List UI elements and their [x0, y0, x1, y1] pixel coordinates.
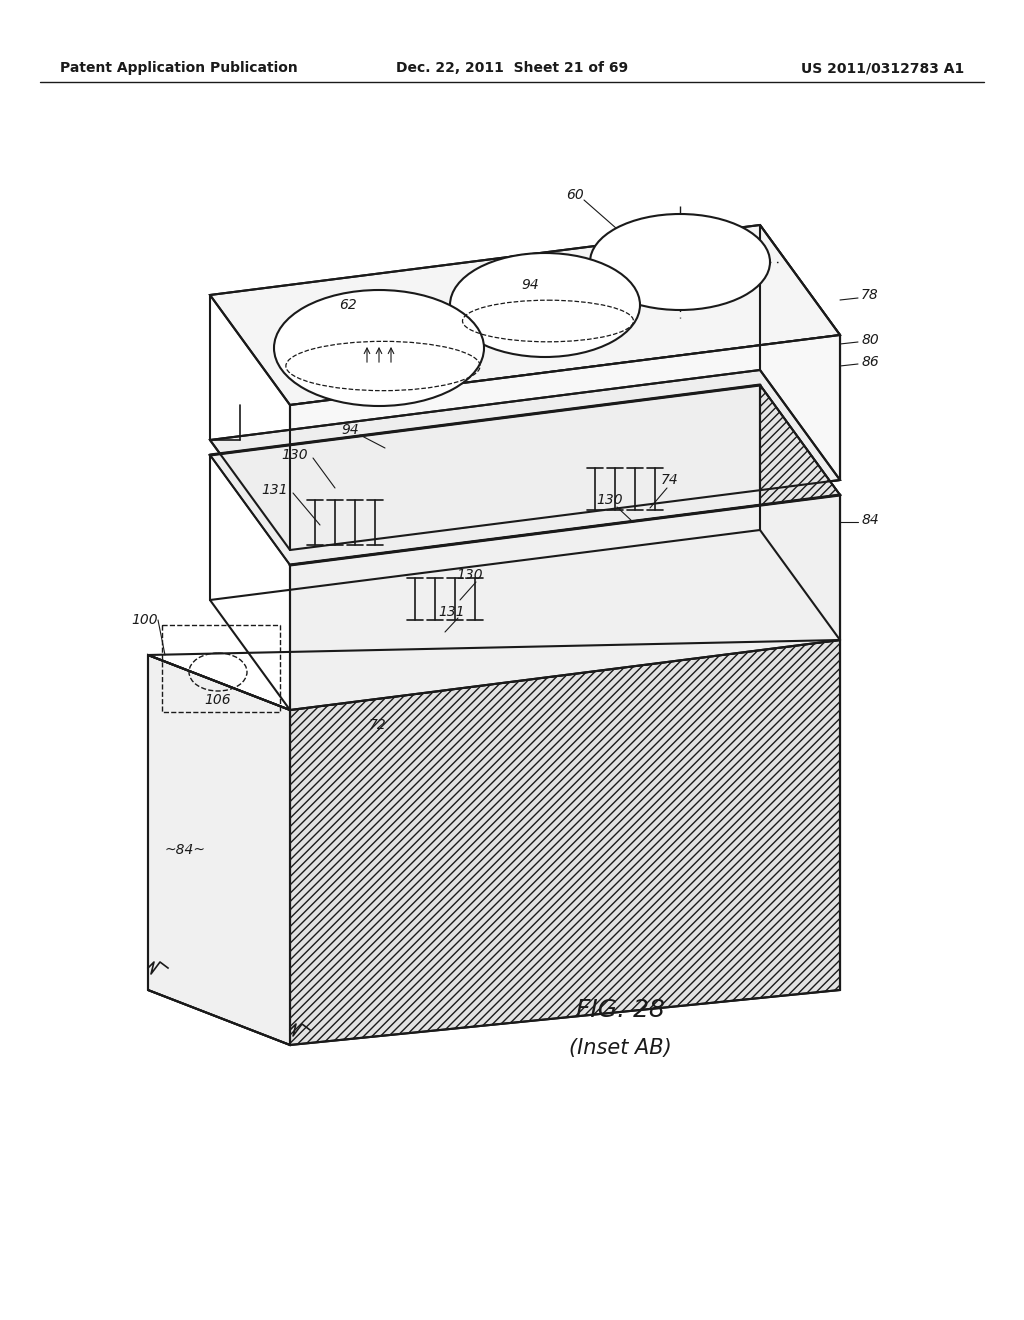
Text: 86: 86: [861, 355, 879, 370]
Text: 80: 80: [861, 333, 879, 347]
Polygon shape: [210, 370, 840, 550]
Polygon shape: [760, 531, 840, 990]
Polygon shape: [148, 655, 290, 1045]
Text: 130: 130: [597, 492, 624, 507]
Polygon shape: [290, 495, 840, 710]
Polygon shape: [760, 385, 840, 640]
Text: 78: 78: [861, 288, 879, 302]
Ellipse shape: [590, 214, 770, 310]
Text: Dec. 22, 2011  Sheet 21 of 69: Dec. 22, 2011 Sheet 21 of 69: [396, 61, 628, 75]
Text: 74: 74: [662, 473, 679, 487]
Text: (Inset AB): (Inset AB): [568, 1038, 672, 1059]
Polygon shape: [290, 640, 840, 1045]
Polygon shape: [210, 224, 840, 405]
Text: 130: 130: [457, 568, 483, 582]
Text: 94: 94: [521, 279, 539, 292]
Text: 60: 60: [566, 187, 584, 202]
Polygon shape: [210, 385, 840, 565]
Text: 100: 100: [132, 612, 159, 627]
Text: 94: 94: [341, 422, 358, 437]
Text: Patent Application Publication: Patent Application Publication: [60, 61, 298, 75]
Text: 106: 106: [205, 693, 231, 708]
Text: 62: 62: [339, 298, 357, 312]
Polygon shape: [760, 224, 840, 480]
Text: 130: 130: [282, 447, 308, 462]
Ellipse shape: [450, 253, 640, 356]
Text: 72: 72: [369, 718, 387, 733]
Polygon shape: [290, 335, 840, 550]
Text: 131: 131: [262, 483, 289, 498]
Text: 131: 131: [438, 605, 465, 619]
Text: ~84~: ~84~: [165, 843, 206, 857]
Text: FIG. 28: FIG. 28: [575, 998, 665, 1022]
Text: 84: 84: [861, 513, 879, 527]
Ellipse shape: [274, 290, 484, 407]
Text: US 2011/0312783 A1: US 2011/0312783 A1: [801, 61, 964, 75]
